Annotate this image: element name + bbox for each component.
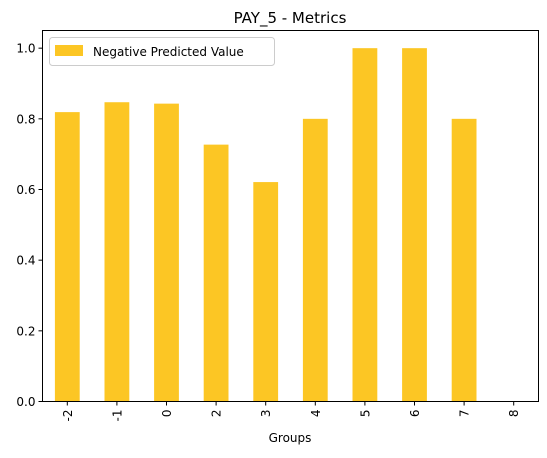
x-axis: -2 -1 0 2 3 4 5 6 7 8 [61, 401, 521, 422]
legend-box [49, 37, 275, 66]
y-tick-label: 0.0 [16, 395, 35, 409]
x-tick-label: 2 [210, 410, 224, 418]
y-tick-label: 0.8 [16, 112, 35, 126]
plot-frame [42, 30, 539, 402]
x-tick-label: 8 [507, 410, 521, 418]
y-tick-label: 0.2 [16, 324, 35, 338]
x-tick-label: 3 [259, 410, 273, 418]
x-tick-label: 4 [309, 410, 323, 418]
y-axis: 0.0 0.2 0.4 0.6 0.8 1.0 [16, 42, 43, 409]
bar-5 [352, 48, 378, 402]
bar-4 [302, 118, 328, 402]
x-tick-label: 0 [160, 410, 174, 418]
x-tick-label: 6 [408, 410, 422, 418]
x-tick-label: -2 [61, 410, 75, 422]
bar--2 [54, 112, 80, 402]
legend-swatch [55, 45, 83, 56]
y-tick-label: 0.4 [16, 254, 35, 268]
bar-0 [154, 103, 179, 402]
chart-title: PAY_5 - Metrics [234, 9, 347, 28]
bar-6 [402, 48, 427, 402]
x-tick-label: 5 [358, 410, 372, 418]
y-tick-label: 1.0 [16, 42, 35, 56]
x-tick-label: 7 [458, 410, 472, 418]
bar-2 [203, 144, 229, 402]
bars-layer [54, 48, 477, 402]
bar--1 [104, 102, 130, 402]
x-tick-label: -1 [110, 410, 124, 422]
legend-label: Negative Predicted Value [93, 45, 244, 59]
legend: Negative Predicted Value [49, 37, 275, 66]
x-axis-label: Groups [269, 431, 312, 445]
bar-3 [253, 182, 279, 402]
bar-7 [451, 118, 477, 402]
y-tick-label: 0.6 [16, 183, 35, 197]
